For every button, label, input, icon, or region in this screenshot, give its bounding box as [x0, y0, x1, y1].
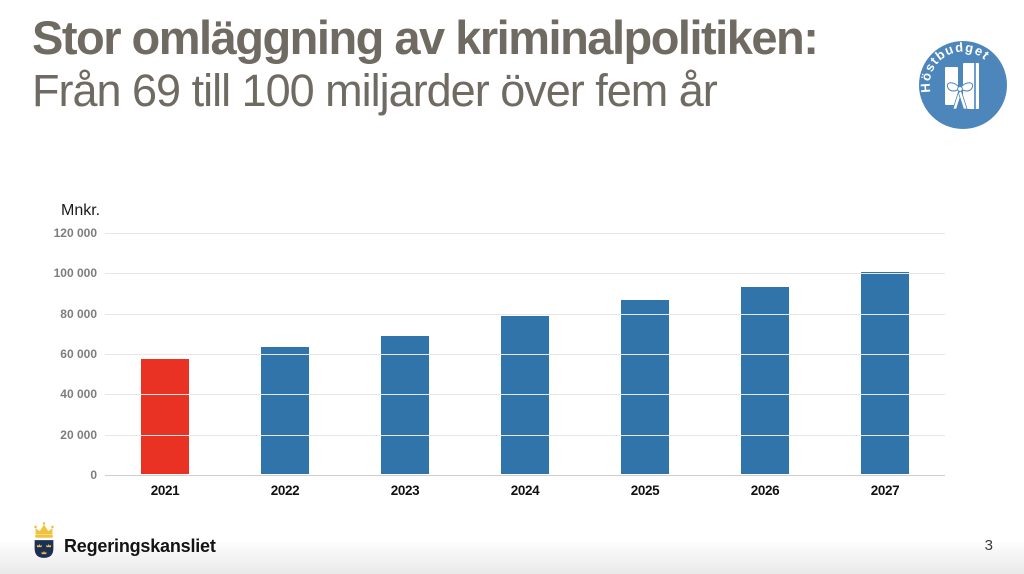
slide-header: Stor omläggning av kriminalpolitiken: Fr…	[32, 11, 819, 117]
org-name: Regeringskansliet	[64, 536, 216, 556]
bar-slot	[585, 233, 705, 474]
x-tick-label: 2022	[270, 483, 300, 498]
slide-subtitle: Från 69 till 100 miljarder över fem år	[32, 65, 718, 116]
x-tick-label: 2024	[510, 483, 540, 498]
bars-row	[105, 233, 945, 474]
bar-2026	[741, 286, 789, 474]
bar-slot	[465, 233, 585, 474]
bar-slot	[105, 233, 225, 474]
y-tick-label: 40 000	[60, 387, 97, 402]
bar-slot	[705, 233, 825, 474]
y-tick-label: 60 000	[60, 347, 97, 361]
bar-2021	[141, 358, 189, 474]
y-tick-label: 120 000	[53, 226, 97, 240]
gridline	[105, 313, 945, 315]
gridline	[105, 354, 945, 355]
y-tick-label: 100 000	[53, 266, 97, 281]
y-tick-label: 0	[90, 468, 97, 482]
plot-area: 2021 2022 2023 2024 2025 2026 2027 0 20 000 40 0…	[54, 226, 945, 498]
bar-slot	[825, 233, 945, 474]
x-axis-labels: 2021 2022 2023 2024 2025 2026 2027	[105, 483, 945, 498]
page-number: 3	[984, 537, 993, 554]
autumn-budget-badge: Höstbudget	[919, 41, 1007, 129]
x-tick-label: 2027	[870, 483, 900, 498]
bar-2024	[501, 316, 549, 474]
y-tick-label: 20 000	[60, 427, 97, 442]
budget-bill-with-ribbon-icon	[945, 63, 979, 110]
x-tick-label: 2023	[390, 483, 420, 498]
bar-slot	[345, 233, 465, 474]
y-tick-label: 80 000	[60, 306, 97, 321]
x-tick-label: 2026	[750, 483, 780, 498]
slide-title: Stor omläggning av kriminalpolitiken:	[32, 11, 819, 64]
bar-2025	[621, 300, 669, 474]
x-axis-line	[105, 475, 945, 476]
bar-slot	[225, 233, 345, 474]
bar-2027	[861, 272, 909, 474]
bar-2022	[261, 347, 309, 474]
x-tick-label: 2021	[150, 483, 180, 498]
y-axis-unit-label: Mnkr.	[61, 202, 101, 219]
gridline	[105, 273, 945, 275]
sweden-coat-of-arms-icon	[34, 522, 54, 558]
bar-2023	[381, 335, 429, 474]
gridline	[105, 233, 945, 234]
gridline	[105, 394, 945, 396]
x-tick-label: 2025	[630, 483, 660, 498]
gridline	[105, 434, 945, 436]
